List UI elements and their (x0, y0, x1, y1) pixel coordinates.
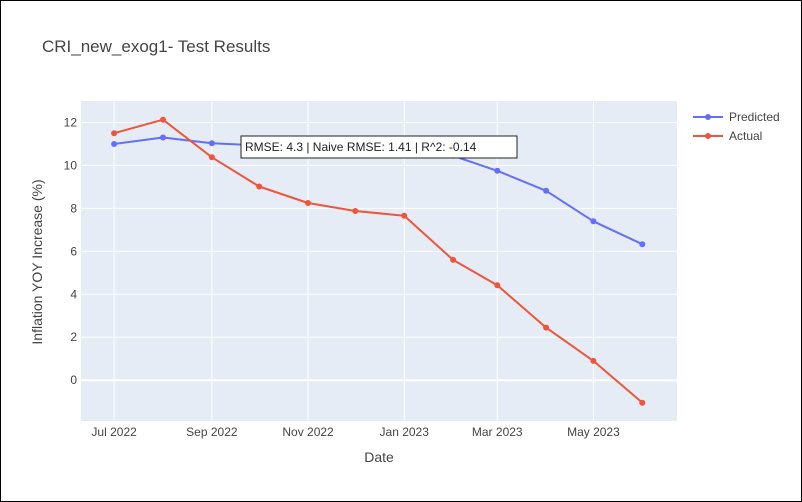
legend[interactable]: Predicted Actual (693, 110, 780, 143)
legend-item-actual[interactable]: Actual (693, 129, 762, 143)
x-tick-label: Jan 2023 (380, 425, 430, 439)
data-point[interactable] (208, 154, 215, 161)
data-point[interactable] (590, 218, 597, 225)
y-tick-label: 0 (70, 373, 77, 387)
annotation-text: RMSE: 4.3 | Naive RMSE: 1.41 | R^2: -0.1… (245, 140, 477, 154)
legend-item-predicted[interactable]: Predicted (693, 110, 780, 124)
data-point[interactable] (543, 324, 550, 331)
legend-swatch-marker (705, 133, 711, 139)
annotation-box: RMSE: 4.3 | Naive RMSE: 1.41 | R^2: -0.1… (240, 135, 518, 159)
y-axis-ticks: 0 2 4 6 8 10 12 (64, 115, 78, 387)
data-point[interactable] (305, 200, 311, 206)
data-point[interactable] (401, 212, 408, 219)
x-axis-title: Date (364, 449, 394, 465)
data-point[interactable] (494, 167, 501, 174)
y-tick-label: 4 (70, 287, 77, 301)
y-tick-label: 12 (64, 115, 78, 129)
data-point[interactable] (543, 187, 550, 194)
data-point[interactable] (494, 282, 501, 289)
legend-swatch-marker (705, 114, 711, 120)
data-point[interactable] (639, 399, 646, 406)
data-point[interactable] (450, 256, 457, 263)
data-point[interactable] (208, 140, 215, 147)
x-axis-ticks: Jul 2022 Sep 2022 Nov 2022 Jan 2023 Mar 2023… (91, 425, 620, 439)
y-axis-title: Inflation YOY Increase (%) (29, 179, 45, 344)
annotation-border (240, 135, 518, 159)
x-tick-label: Sep 2022 (186, 425, 238, 439)
legend-label: Predicted (729, 110, 780, 124)
data-point[interactable] (111, 130, 118, 137)
data-point[interactable] (160, 116, 166, 123)
data-point[interactable] (590, 357, 597, 364)
x-tick-label: Jul 2022 (91, 425, 137, 439)
data-point[interactable] (352, 208, 359, 214)
x-tick-label: May 2023 (567, 425, 620, 439)
x-tick-label: Mar 2023 (472, 425, 523, 439)
series-actual (111, 116, 646, 406)
chart-title: CRI_new_exog1- Test Results (42, 37, 270, 56)
legend-label: Actual (729, 129, 762, 143)
y-tick-label: 10 (64, 158, 78, 172)
data-point[interactable] (160, 134, 166, 141)
y-tick-label: 8 (70, 201, 77, 215)
y-tick-label: 6 (70, 244, 77, 258)
series-line (113, 118, 643, 404)
y-tick-label: 2 (70, 330, 77, 344)
data-point[interactable] (111, 141, 118, 147)
data-point[interactable] (256, 183, 263, 190)
x-tick-label: Nov 2022 (282, 425, 334, 439)
data-point[interactable] (639, 241, 646, 248)
